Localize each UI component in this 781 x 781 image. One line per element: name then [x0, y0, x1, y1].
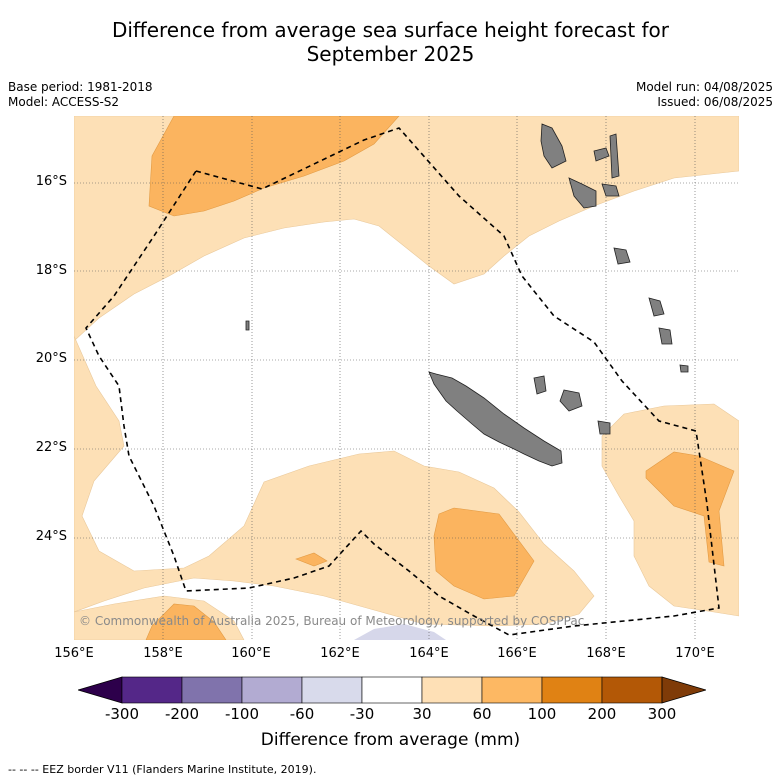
colorbar-tick-4: -60	[289, 705, 315, 723]
land-masses	[245, 123, 689, 467]
anomaly-60-100-north	[148, 115, 400, 217]
colorbar-label: Difference from average (mm)	[260, 730, 521, 750]
vanuatu-island-1	[540, 123, 567, 169]
vanuatu-island-4	[609, 133, 620, 179]
meta-left: Base period: 1981-2018 Model: ACCESS-S2	[8, 80, 153, 110]
colorbar-bin-5	[361, 676, 423, 704]
lat-label-20s: 20°S	[35, 351, 67, 366]
title-line-1: Difference from average sea surface heig…	[111, 18, 670, 42]
map-canvas	[73, 115, 740, 641]
colorbar-bin-8	[541, 676, 603, 704]
lon-label-168e: 168°E	[586, 646, 626, 661]
colorbar-extend-high	[661, 676, 706, 704]
title-line-2: September 2025	[306, 42, 475, 66]
colorbar-bin-6	[421, 676, 483, 704]
new-caledonia-island	[428, 371, 563, 467]
lon-label-170e: 170°E	[675, 646, 715, 661]
colorbar-bin-7	[481, 676, 543, 704]
colorbar-bin-3	[241, 676, 303, 704]
eez-border	[85, 127, 720, 636]
issued-date: Issued: 06/08/2025	[657, 95, 773, 109]
map-grid	[74, 116, 739, 640]
chesterfield-island	[245, 320, 250, 331]
colorbar	[78, 676, 706, 704]
colorbar-tick-1: -300	[104, 705, 140, 723]
lon-label-164e: 164°E	[409, 646, 449, 661]
vanuatu-island-6	[613, 247, 631, 265]
loyalty-island-2	[533, 375, 547, 395]
lat-label-24s: 24°S	[35, 529, 67, 544]
colorbar-tick-8: 100	[527, 705, 557, 723]
loyalty-island-3	[597, 420, 611, 435]
lat-label-18s: 18°S	[35, 263, 67, 278]
eez-footnote: -- -- -- EEZ border V11 (Flanders Marine…	[8, 763, 317, 776]
vanuatu-island-5	[601, 183, 620, 197]
lat-label-16s: 16°S	[35, 174, 67, 189]
map-title: Difference from average sea surface heig…	[0, 18, 781, 66]
colorbar-tick-7: 60	[472, 705, 492, 723]
map-area	[73, 115, 740, 641]
vanuatu-island-2	[568, 177, 597, 209]
colorbar-bin-4	[301, 676, 363, 704]
anomaly-neg-30-60-south	[354, 624, 446, 640]
lon-label-160e: 160°E	[231, 646, 271, 661]
lon-label-156e: 156°E	[54, 646, 94, 661]
colorbar-bin-1	[121, 676, 183, 704]
colorbar-extend-low	[78, 676, 123, 704]
anomaly-30-60-east	[601, 403, 740, 617]
lon-label-162e: 162°E	[320, 646, 360, 661]
vanuatu-island-9	[679, 364, 689, 373]
copyright-notice: © Commonwealth of Australia 2025, Bureau…	[79, 614, 585, 628]
colorbar-bin-9	[601, 676, 663, 704]
base-period: Base period: 1981-2018	[8, 80, 153, 94]
colorbar-tick-10: 300	[647, 705, 677, 723]
lat-label-22s: 22°S	[35, 440, 67, 455]
colorbar-tick-2: -200	[164, 705, 200, 723]
lon-label-158e: 158°E	[143, 646, 183, 661]
meta-right: Model run: 04/08/2025 Issued: 06/08/2025	[636, 80, 773, 110]
anomaly-60-100-small	[295, 552, 328, 567]
model-run: Model run: 04/08/2025	[635, 80, 773, 94]
vanuatu-island-8	[658, 327, 673, 345]
colorbar-tick-6: 30	[412, 705, 432, 723]
lon-label-166e: 166°E	[497, 646, 537, 661]
colorbar-bin-2	[181, 676, 243, 704]
model-name: Model: ACCESS-S2	[8, 95, 120, 109]
colorbar-tick-5: -30	[349, 705, 375, 723]
colorbar-tick-9: 200	[587, 705, 617, 723]
vanuatu-island-7	[648, 297, 665, 317]
vanuatu-island-3	[593, 147, 610, 162]
colorbar-tick-3: -100	[224, 705, 260, 723]
anomaly-60-100-south-center	[433, 507, 535, 600]
anomaly-60-100-east	[645, 451, 735, 567]
loyalty-island-1	[559, 389, 583, 412]
